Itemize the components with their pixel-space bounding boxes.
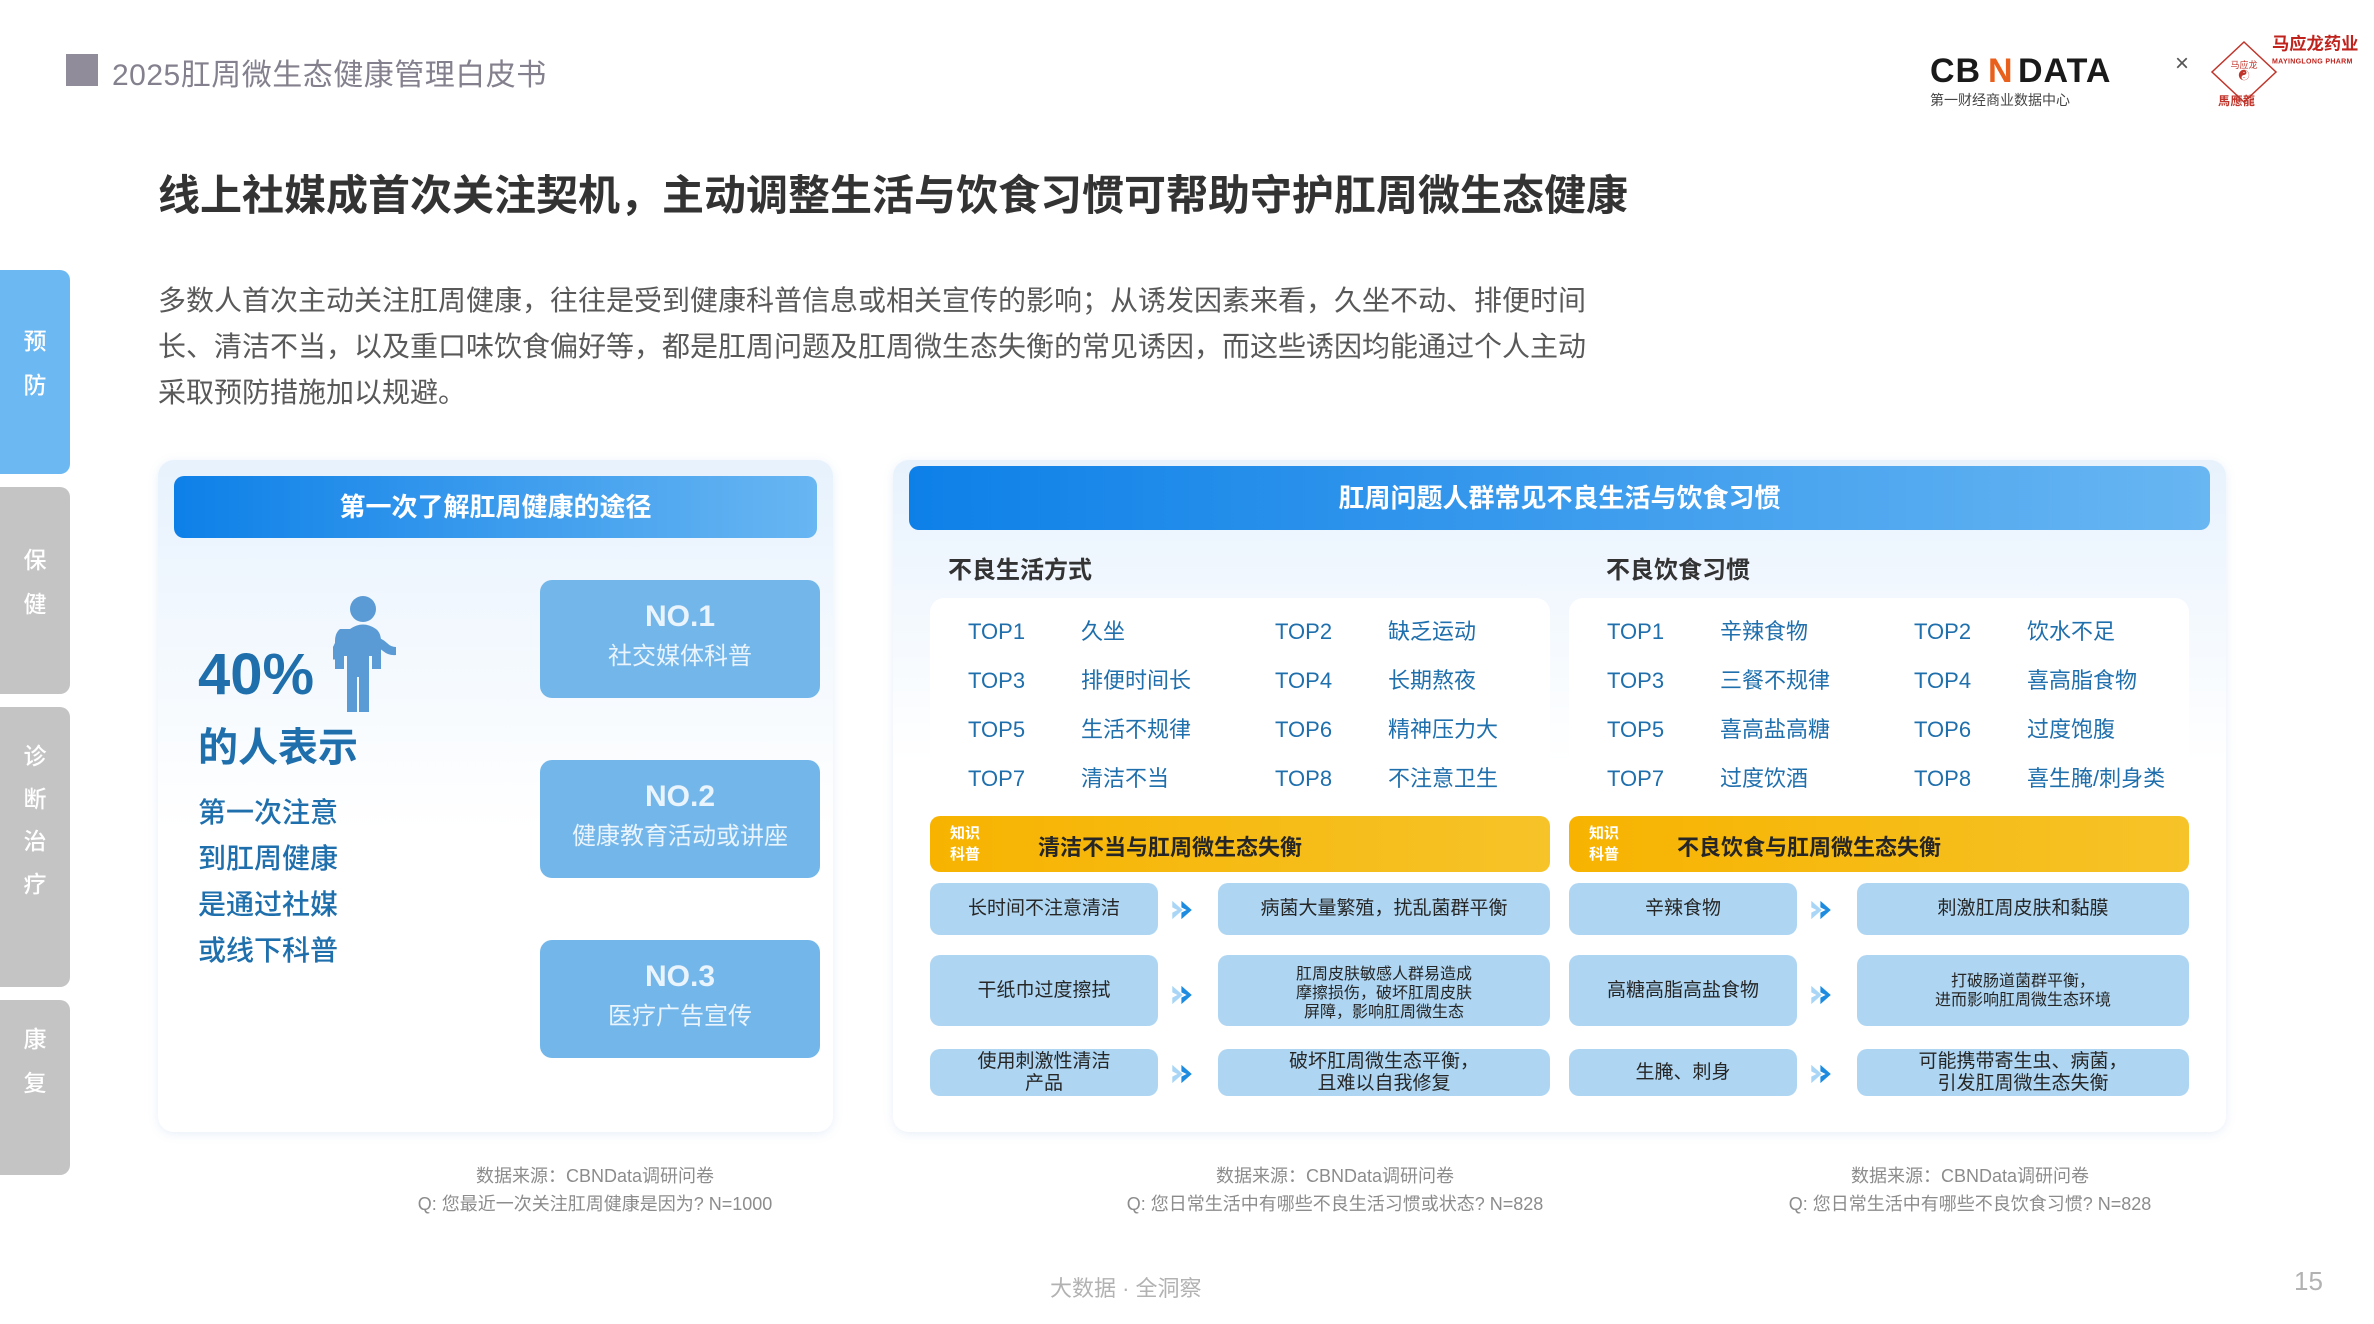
svg-text:DATA: DATA: [2018, 52, 2111, 90]
svg-text:N: N: [1988, 52, 2013, 90]
svg-text:☯: ☯: [2239, 67, 2250, 83]
svg-text:第一财经商业数据中心: 第一财经商业数据中心: [1930, 90, 2070, 110]
svg-text:CB: CB: [1930, 52, 1981, 90]
